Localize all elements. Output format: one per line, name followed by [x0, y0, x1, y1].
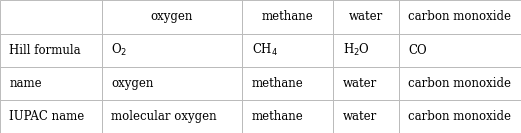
Text: methane: methane — [252, 77, 303, 90]
Bar — [102, 34, 242, 67]
Bar — [399, 0, 521, 34]
Bar — [399, 67, 521, 100]
Text: CH$_4$: CH$_4$ — [252, 42, 278, 59]
Bar — [0, 100, 102, 133]
Bar — [242, 67, 333, 100]
Text: molecular oxygen: molecular oxygen — [111, 110, 217, 123]
Bar — [0, 67, 102, 100]
Bar — [242, 0, 333, 34]
Bar — [102, 67, 242, 100]
Bar — [333, 34, 399, 67]
Text: carbon monoxide: carbon monoxide — [408, 77, 511, 90]
Bar — [102, 100, 242, 133]
Bar — [242, 34, 333, 67]
Text: methane: methane — [252, 110, 303, 123]
Text: name: name — [9, 77, 42, 90]
Bar — [333, 0, 399, 34]
Text: carbon monoxide: carbon monoxide — [408, 110, 511, 123]
Text: CO: CO — [408, 44, 427, 57]
Text: Hill formula: Hill formula — [9, 44, 81, 57]
Bar — [0, 0, 102, 34]
Text: O$_2$: O$_2$ — [111, 42, 127, 59]
Text: carbon monoxide: carbon monoxide — [408, 11, 511, 23]
Bar — [242, 100, 333, 133]
Text: oxygen: oxygen — [151, 11, 193, 23]
Bar — [333, 100, 399, 133]
Bar — [399, 34, 521, 67]
Text: IUPAC name: IUPAC name — [9, 110, 84, 123]
Text: water: water — [349, 11, 383, 23]
Text: methane: methane — [262, 11, 314, 23]
Text: water: water — [343, 110, 377, 123]
Text: oxygen: oxygen — [111, 77, 153, 90]
Bar — [0, 34, 102, 67]
Text: H$_2$O: H$_2$O — [343, 42, 370, 59]
Bar — [399, 100, 521, 133]
Text: water: water — [343, 77, 377, 90]
Bar — [333, 67, 399, 100]
Bar — [102, 0, 242, 34]
